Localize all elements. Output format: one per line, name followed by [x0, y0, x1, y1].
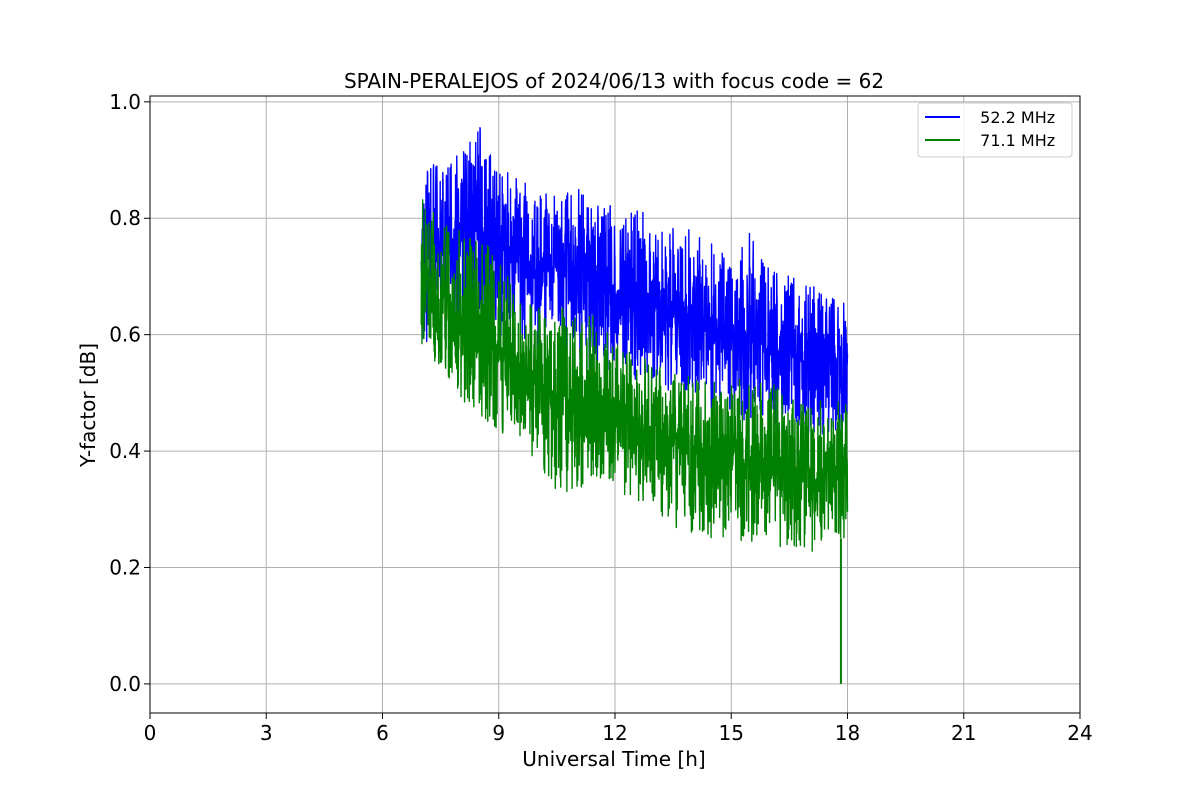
x-axis-label: Universal Time [h] — [522, 747, 705, 771]
x-tick-label: 12 — [602, 721, 627, 745]
x-tick-label: 6 — [376, 721, 389, 745]
legend-label-71mhz: 71.1 MHz — [970, 131, 1055, 150]
x-tick-label: 3 — [260, 721, 273, 745]
legend: 52.2 MHz 71.1 MHz — [917, 102, 1073, 158]
x-tick-label: 15 — [719, 721, 744, 745]
chart-title: SPAIN-PERALEJOS of 2024/06/13 with focus… — [344, 69, 884, 93]
legend-label-52mhz: 52.2 MHz — [970, 108, 1055, 127]
y-tick-label: 0.4 — [109, 439, 141, 463]
plot-series — [420, 127, 849, 684]
ticks: 0 3 6 9 12 15 18 21 24 0.0 0.2 0.4 0.6 0.8 1.0 — [109, 90, 1093, 745]
y-axis-label: Y-factor [dB] — [76, 343, 100, 468]
y-tick-label: 0.8 — [109, 206, 141, 230]
y-tick-label: 0.2 — [109, 555, 141, 579]
y-tick-label: 0.6 — [109, 323, 141, 347]
x-tick-label: 24 — [1067, 721, 1092, 745]
y-tick-label: 0.0 — [109, 672, 141, 696]
x-tick-label: 21 — [951, 721, 976, 745]
x-tick-label: 9 — [492, 721, 505, 745]
y-tick-label: 1.0 — [109, 90, 141, 114]
x-tick-label: 0 — [144, 721, 157, 745]
series-line-1 — [420, 199, 849, 552]
x-tick-label: 18 — [835, 721, 860, 745]
